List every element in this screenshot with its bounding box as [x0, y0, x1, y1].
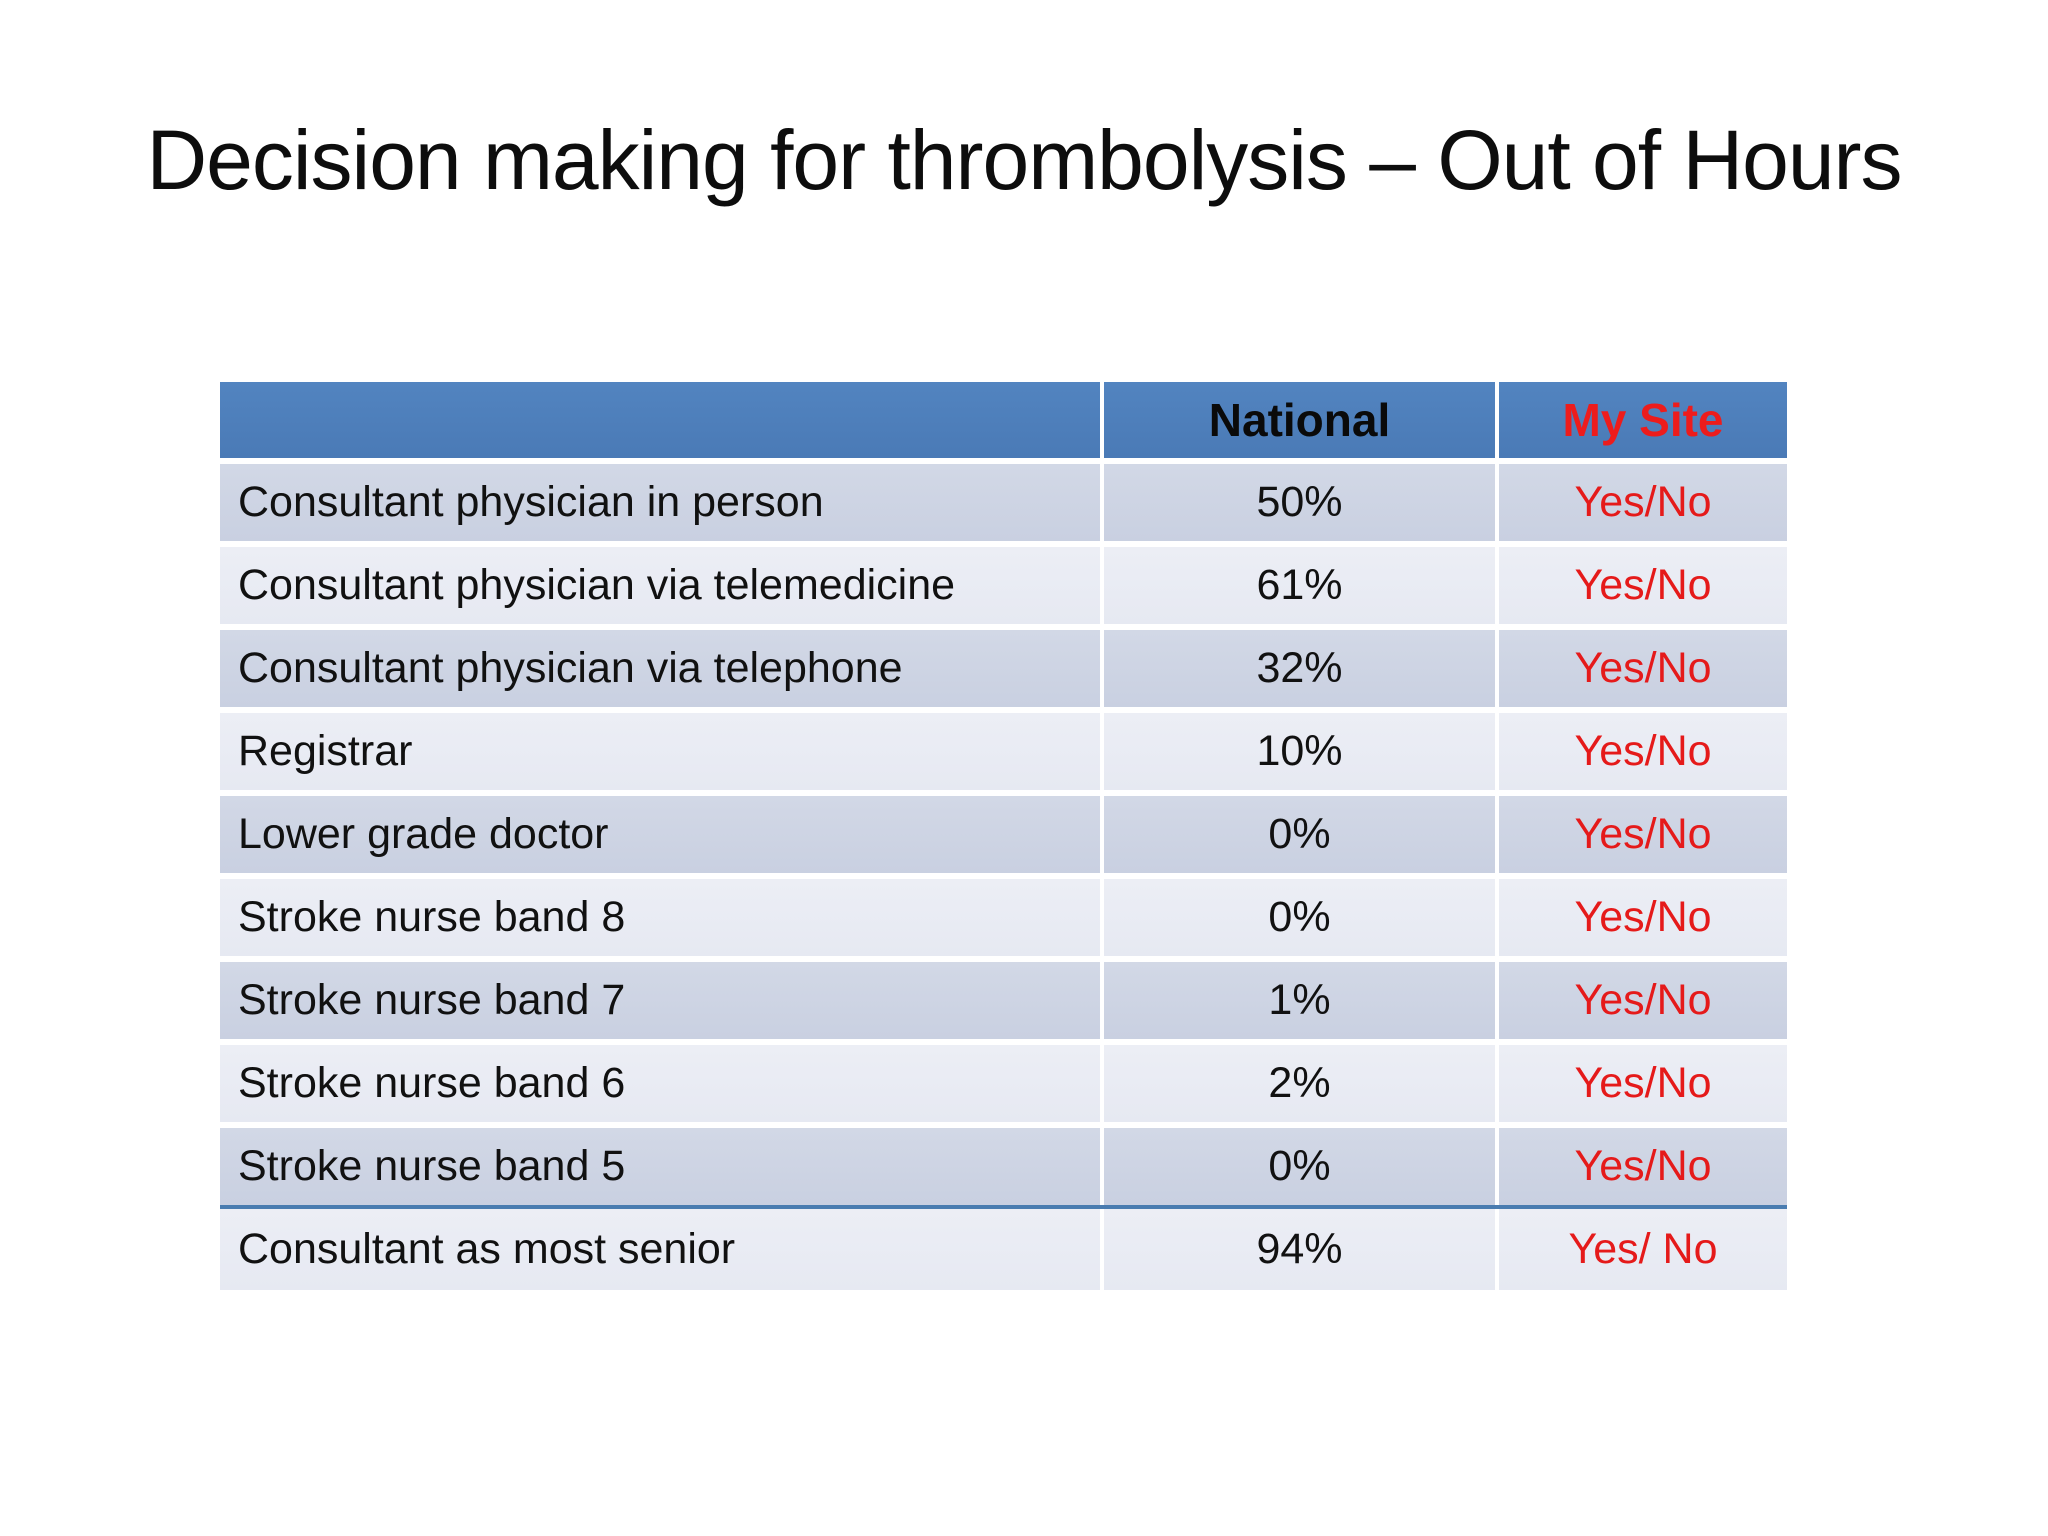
row-national-value: 94%	[1104, 1209, 1495, 1290]
row-my-site-value: Yes/No	[1499, 796, 1787, 873]
row-national-value: 61%	[1104, 547, 1495, 624]
row-national-value: 0%	[1104, 879, 1495, 956]
row-label: Stroke nurse band 5	[220, 1128, 1100, 1205]
table-row: Consultant physician via telephone 32% Y…	[220, 630, 1787, 707]
decision-maker-table: National My Site Consultant physician in…	[220, 382, 1787, 1290]
row-my-site-value: Yes/No	[1499, 962, 1787, 1039]
row-my-site-value: Yes/No	[1499, 464, 1787, 541]
header-my-site: My Site	[1499, 382, 1787, 458]
row-national-value: 10%	[1104, 713, 1495, 790]
row-my-site-value: Yes/ No	[1499, 1209, 1787, 1290]
row-my-site-value: Yes/No	[1499, 713, 1787, 790]
row-label: Consultant as most senior	[220, 1209, 1100, 1290]
row-national-value: 0%	[1104, 796, 1495, 873]
row-national-value: 2%	[1104, 1045, 1495, 1122]
row-label: Consultant physician via telemedicine	[220, 547, 1100, 624]
table-row: Stroke nurse band 6 2% Yes/No	[220, 1045, 1787, 1122]
table-row: Consultant as most senior 94% Yes/ No	[220, 1209, 1787, 1290]
row-my-site-value: Yes/No	[1499, 630, 1787, 707]
table-row: Consultant physician via telemedicine 61…	[220, 547, 1787, 624]
row-label: Stroke nurse band 6	[220, 1045, 1100, 1122]
header-national: National	[1104, 382, 1495, 458]
table-row: Registrar 10% Yes/No	[220, 713, 1787, 790]
table-row: Consultant physician in person 50% Yes/N…	[220, 464, 1787, 541]
slide-title: Decision making for thrombolysis – Out o…	[146, 113, 1902, 207]
row-my-site-value: Yes/No	[1499, 1045, 1787, 1122]
row-label: Consultant physician via telephone	[220, 630, 1100, 707]
row-my-site-value: Yes/No	[1499, 879, 1787, 956]
header-empty-cell	[220, 382, 1100, 458]
row-label: Stroke nurse band 8	[220, 879, 1100, 956]
row-label: Lower grade doctor	[220, 796, 1100, 873]
row-my-site-value: Yes/No	[1499, 1128, 1787, 1205]
table-row: Lower grade doctor 0% Yes/No	[220, 796, 1787, 873]
row-national-value: 0%	[1104, 1128, 1495, 1205]
row-national-value: 32%	[1104, 630, 1495, 707]
table-separator-line	[220, 1205, 1787, 1209]
row-national-value: 1%	[1104, 962, 1495, 1039]
row-my-site-value: Yes/No	[1499, 547, 1787, 624]
row-national-value: 50%	[1104, 464, 1495, 541]
table-row: Stroke nurse band 8 0% Yes/No	[220, 879, 1787, 956]
row-label: Consultant physician in person	[220, 464, 1100, 541]
row-label: Registrar	[220, 713, 1100, 790]
table-row: Stroke nurse band 5 0% Yes/No	[220, 1128, 1787, 1205]
table-row: Stroke nurse band 7 1% Yes/No	[220, 962, 1787, 1039]
row-label: Stroke nurse band 7	[220, 962, 1100, 1039]
table-header-row: National My Site	[220, 382, 1787, 458]
